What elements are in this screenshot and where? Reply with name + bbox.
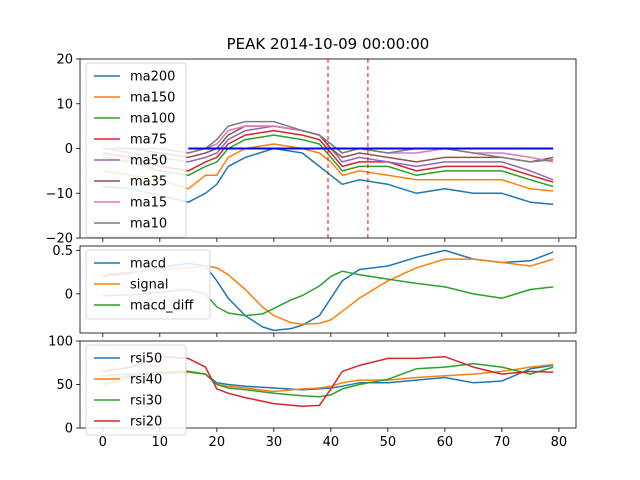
series-line-rsi20 <box>102 355 554 408</box>
series-line-ma150 <box>102 143 554 192</box>
x-tick-label: 20 <box>209 435 226 450</box>
legend: macd signal macd_diff <box>85 249 211 320</box>
legend-box <box>85 344 187 436</box>
panel-macd: 0 0.5 macd signal macd_diff <box>52 244 577 337</box>
figure-title: PEAK 2014-10-09 00:00:00 <box>227 35 430 53</box>
y-tick-label: −20 <box>46 232 73 247</box>
series-line-rsi30 <box>102 362 554 398</box>
y-tick-label: 0 <box>65 142 73 157</box>
legend-label-ma10: ma10 <box>130 217 167 232</box>
legend-label-ma150: ma150 <box>130 91 175 106</box>
x-tick-label: 30 <box>266 435 283 450</box>
legend-label-rsi50: rsi50 <box>130 352 162 367</box>
x-tick-label: 40 <box>323 435 340 450</box>
legend-label-ma15: ma15 <box>130 196 167 211</box>
legend-label-ma50: ma50 <box>130 154 167 169</box>
legend-label-macd: macd <box>130 257 166 272</box>
legend: rsi50 rsi40 rsi30 rsi20 <box>85 344 187 436</box>
panel-moving-averages: −20−1001020ma200ma150ma100ma75ma50ma35ma… <box>46 53 577 247</box>
series-line-ma75 <box>102 129 554 183</box>
x-tick-label: 80 <box>551 435 568 450</box>
series-line-ma100 <box>102 134 554 188</box>
legend-label-rsi20: rsi20 <box>130 415 162 430</box>
y-tick-label: 0 <box>65 287 73 302</box>
series-line-ma10 <box>102 120 554 163</box>
y-tick-label: 20 <box>56 53 73 68</box>
legend-label-macd_diff: macd_diff <box>130 299 194 314</box>
legend: ma200 ma150 ma100 ma75 ma50 ma35 ma15 ma10 <box>85 62 187 238</box>
x-tick-label: 60 <box>437 435 454 450</box>
x-tick-label: 50 <box>380 435 397 450</box>
plot-area <box>102 59 554 238</box>
y-tick-label: 50 <box>56 378 73 393</box>
legend-label-signal: signal <box>130 278 168 293</box>
y-tick-label: 100 <box>48 335 73 350</box>
y-tick-label: 0.5 <box>52 244 73 259</box>
x-tick-label: 10 <box>152 435 169 450</box>
legend-label-ma200: ma200 <box>130 70 175 85</box>
plot-area <box>102 355 554 408</box>
y-tick-label: 0 <box>65 422 73 437</box>
legend-label-rsi40: rsi40 <box>130 373 162 388</box>
series-line-ma200 <box>102 147 554 206</box>
y-tick-label: 10 <box>56 97 73 112</box>
legend-box <box>85 62 187 238</box>
x-tick-label: 0 <box>99 435 107 450</box>
legend-label-ma35: ma35 <box>130 175 167 190</box>
x-tick-label: 70 <box>494 435 511 450</box>
legend-box <box>85 249 211 320</box>
y-tick-label: −10 <box>46 187 73 202</box>
legend-label-ma100: ma100 <box>130 112 175 127</box>
panels: −20−1001020ma200ma150ma100ma75ma50ma35ma… <box>46 53 577 450</box>
axes-frame <box>79 245 577 334</box>
legend-label-ma75: ma75 <box>130 133 167 148</box>
legend-label-rsi30: rsi30 <box>130 394 162 409</box>
